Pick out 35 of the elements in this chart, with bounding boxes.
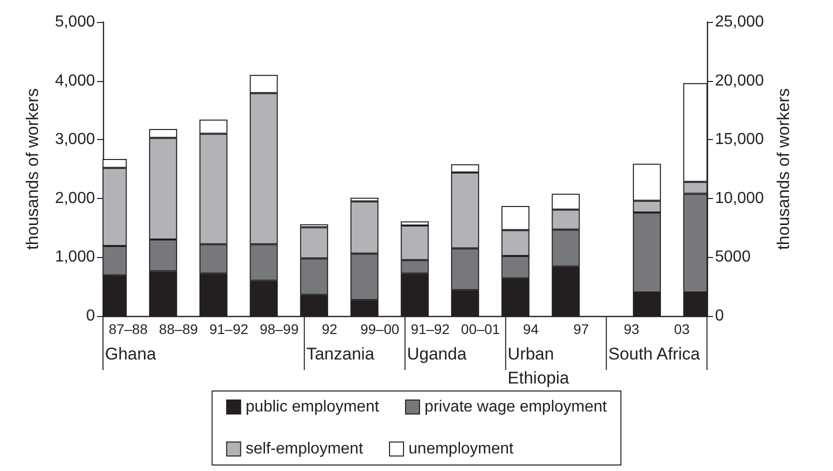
legend-label: public employment xyxy=(246,398,380,416)
text: Uganda xyxy=(407,344,468,364)
legend-label: private wage employment xyxy=(424,398,608,416)
y-tick-label: 3,000 xyxy=(54,131,96,148)
text: Ghana xyxy=(105,344,157,364)
y2-tick-label: 15,000 xyxy=(715,131,764,148)
x-tick-label: 00–01 xyxy=(461,321,500,337)
y-tick-label: 1,000 xyxy=(54,248,96,266)
x-tick-label: 91–92 xyxy=(209,321,249,337)
x-tick-label: 92 xyxy=(322,321,338,337)
y-axis-title: thousands of workers xyxy=(23,88,42,250)
x-tick-label: 99–00 xyxy=(360,321,400,337)
x-tick-label: 93 xyxy=(624,321,640,337)
y-tick-label: 4,000 xyxy=(54,72,96,90)
x-tick-label: 98–99 xyxy=(260,321,299,337)
text: Tanzania xyxy=(306,344,375,364)
y2-tick-label: 20,000 xyxy=(715,72,764,90)
x-tick-label: 88–89 xyxy=(159,321,198,337)
legend-label: unemployment xyxy=(408,440,514,458)
x-tick-label: 03 xyxy=(674,321,690,337)
x-tick-label: 91–92 xyxy=(410,321,450,337)
y-tick-label: 0 xyxy=(86,308,96,324)
text: South Africa xyxy=(608,344,701,364)
y2-tick-label: 0 xyxy=(715,308,724,324)
y2-tick-label: 10,000 xyxy=(715,190,764,207)
text: Urban Ethiopia xyxy=(508,344,570,388)
y2-tick-label: 5000 xyxy=(715,248,751,266)
y2-axis-title: thousands of workers xyxy=(774,88,793,250)
x-tick-label: 87–88 xyxy=(108,321,148,337)
y2-tick-label: 25,000 xyxy=(715,14,764,30)
y-tick-label: 5,000 xyxy=(54,14,96,30)
x-tick-label: 94 xyxy=(523,321,539,337)
y-tick-label: 2,000 xyxy=(54,190,96,207)
x-tick-label: 97 xyxy=(573,321,590,337)
legend-label: self-employment xyxy=(246,440,364,458)
